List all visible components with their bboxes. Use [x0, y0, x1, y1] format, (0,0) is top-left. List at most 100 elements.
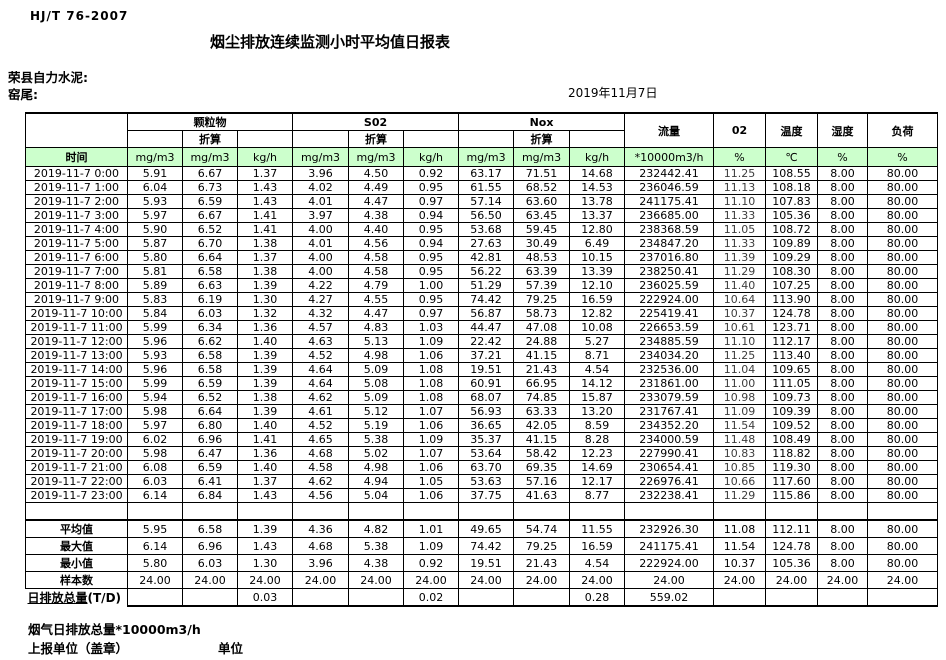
- cell: 12.82: [569, 306, 626, 321]
- cell: 63.17: [458, 166, 515, 181]
- cell: 112.11: [765, 519, 819, 538]
- spacer-section: [25, 502, 939, 521]
- cell: 241175.41: [624, 194, 715, 209]
- cell: 0.94: [402, 236, 460, 251]
- cell: 24.00: [817, 571, 869, 589]
- cell: 5.38: [348, 537, 404, 555]
- cell: 49.65: [458, 519, 515, 538]
- cell: 11.05: [713, 222, 767, 237]
- cell: 8.00: [817, 488, 869, 503]
- cell: [402, 502, 460, 521]
- cell: 0.95: [402, 250, 460, 265]
- cell: 4.22: [292, 278, 349, 293]
- cell: 1.43: [237, 488, 293, 503]
- group-so2-header: S02: [291, 112, 460, 131]
- cell: 230654.41: [624, 460, 715, 475]
- cell: 234352.20: [624, 418, 715, 433]
- cell: 56.87: [458, 306, 515, 321]
- cell: 226976.41: [624, 474, 715, 489]
- cell: 2019-11-7 21:00: [25, 460, 128, 475]
- cell: [513, 502, 571, 521]
- cell: 123.71: [765, 320, 819, 335]
- cell: 1.39: [237, 519, 293, 538]
- cell: 1.00: [402, 278, 460, 293]
- cell: 12.23: [569, 446, 626, 461]
- cell: 1.37: [237, 474, 293, 489]
- emission-total-footnote: 烟气日排放总量*10000m3/h: [28, 622, 201, 637]
- load-header: 负荷: [867, 112, 939, 148]
- cell: 35.37: [458, 432, 515, 447]
- cell: 0.95: [402, 292, 460, 307]
- unit-cell: mg/m3: [292, 147, 349, 167]
- cell: 109.29: [765, 250, 819, 265]
- cell: 79.25: [513, 292, 571, 307]
- cell: 24.00: [292, 571, 349, 589]
- cell: 6.84: [182, 488, 238, 503]
- cell: 4.50: [348, 166, 404, 181]
- cell: [765, 502, 819, 521]
- cell: [127, 588, 183, 607]
- cell: 1.39: [237, 376, 293, 391]
- cell: 14.68: [569, 166, 626, 181]
- cell: 109.89: [765, 236, 819, 251]
- cell: 3.96: [292, 166, 349, 181]
- cell: 2019-11-7 12:00: [25, 334, 128, 349]
- cell: 5.13: [348, 334, 404, 349]
- cell: 80.00: [867, 432, 939, 447]
- pm-converted-label: 折算: [182, 130, 238, 148]
- cell: 68.52: [513, 180, 571, 195]
- cell: 58.73: [513, 306, 571, 321]
- cell: 108.49: [765, 432, 819, 447]
- cell: [237, 130, 293, 148]
- cell: 4.83: [348, 320, 404, 335]
- cell: 4.52: [292, 348, 349, 363]
- table-row: 2019-11-7 20:00 5.98 6.47 1.36 4.68 5.02 1.07 5…: [25, 446, 939, 461]
- cell: 11.09: [713, 404, 767, 419]
- cell: 11.29: [713, 488, 767, 503]
- cell: 8.00: [817, 222, 869, 237]
- cell: 4.58: [292, 460, 349, 475]
- cell: 8.00: [817, 418, 869, 433]
- cell: 63.70: [458, 460, 515, 475]
- cell: 16.59: [569, 292, 626, 307]
- cell: 11.33: [713, 208, 767, 223]
- cell: 113.90: [765, 292, 819, 307]
- cell: 5.04: [348, 488, 404, 503]
- cell: 8.00: [817, 519, 869, 538]
- cell: 119.30: [765, 460, 819, 475]
- flow-header: 流量: [624, 112, 715, 148]
- cell: 236025.59: [624, 278, 715, 293]
- cell: 1.37: [237, 166, 293, 181]
- cell: 80.00: [867, 519, 939, 538]
- monitoring-table: 颗粒物 S02 Nox 流量 02 温度 湿度 负荷 折算 折算: [25, 112, 939, 607]
- cell: 8.00: [817, 446, 869, 461]
- cell: 2019-11-7 20:00: [25, 446, 128, 461]
- cell: 11.29: [713, 264, 767, 279]
- header-row-units: 时间 mg/m3 mg/m3 kg/h mg/m3 mg/m3 kg/h mg/…: [25, 147, 939, 167]
- cell: 234034.20: [624, 348, 715, 363]
- cell: 3.97: [292, 208, 349, 223]
- cell: 1.36: [237, 320, 293, 335]
- cell: 53.68: [458, 222, 515, 237]
- cell: 2019-11-7 8:00: [25, 278, 128, 293]
- cell: 2019-11-7 6:00: [25, 250, 128, 265]
- cell: 5.98: [127, 446, 183, 461]
- cell: 最小值: [25, 554, 128, 572]
- cell: 59.45: [513, 222, 571, 237]
- unit-cell: kg/h: [237, 147, 293, 167]
- cell: 112.17: [765, 334, 819, 349]
- cell: 57.16: [513, 474, 571, 489]
- cell: 56.93: [458, 404, 515, 419]
- cell: 231767.41: [624, 404, 715, 419]
- cell: 8.00: [817, 554, 869, 572]
- cell: [292, 588, 349, 607]
- cell: 样本数: [25, 571, 128, 589]
- temperature-header: 温度: [765, 112, 819, 148]
- cell: 105.36: [765, 554, 819, 572]
- table-row: 2019-11-7 6:00 5.80 6.64 1.37 4.00 4.58 0.95 42…: [25, 250, 939, 265]
- cell: 109.39: [765, 404, 819, 419]
- table-row: 2019-11-7 17:00 5.98 6.64 1.39 4.61 5.12 1.07 5…: [25, 404, 939, 419]
- cell: 1.41: [237, 432, 293, 447]
- cell: 14.69: [569, 460, 626, 475]
- unit-cell: mg/m3: [458, 147, 515, 167]
